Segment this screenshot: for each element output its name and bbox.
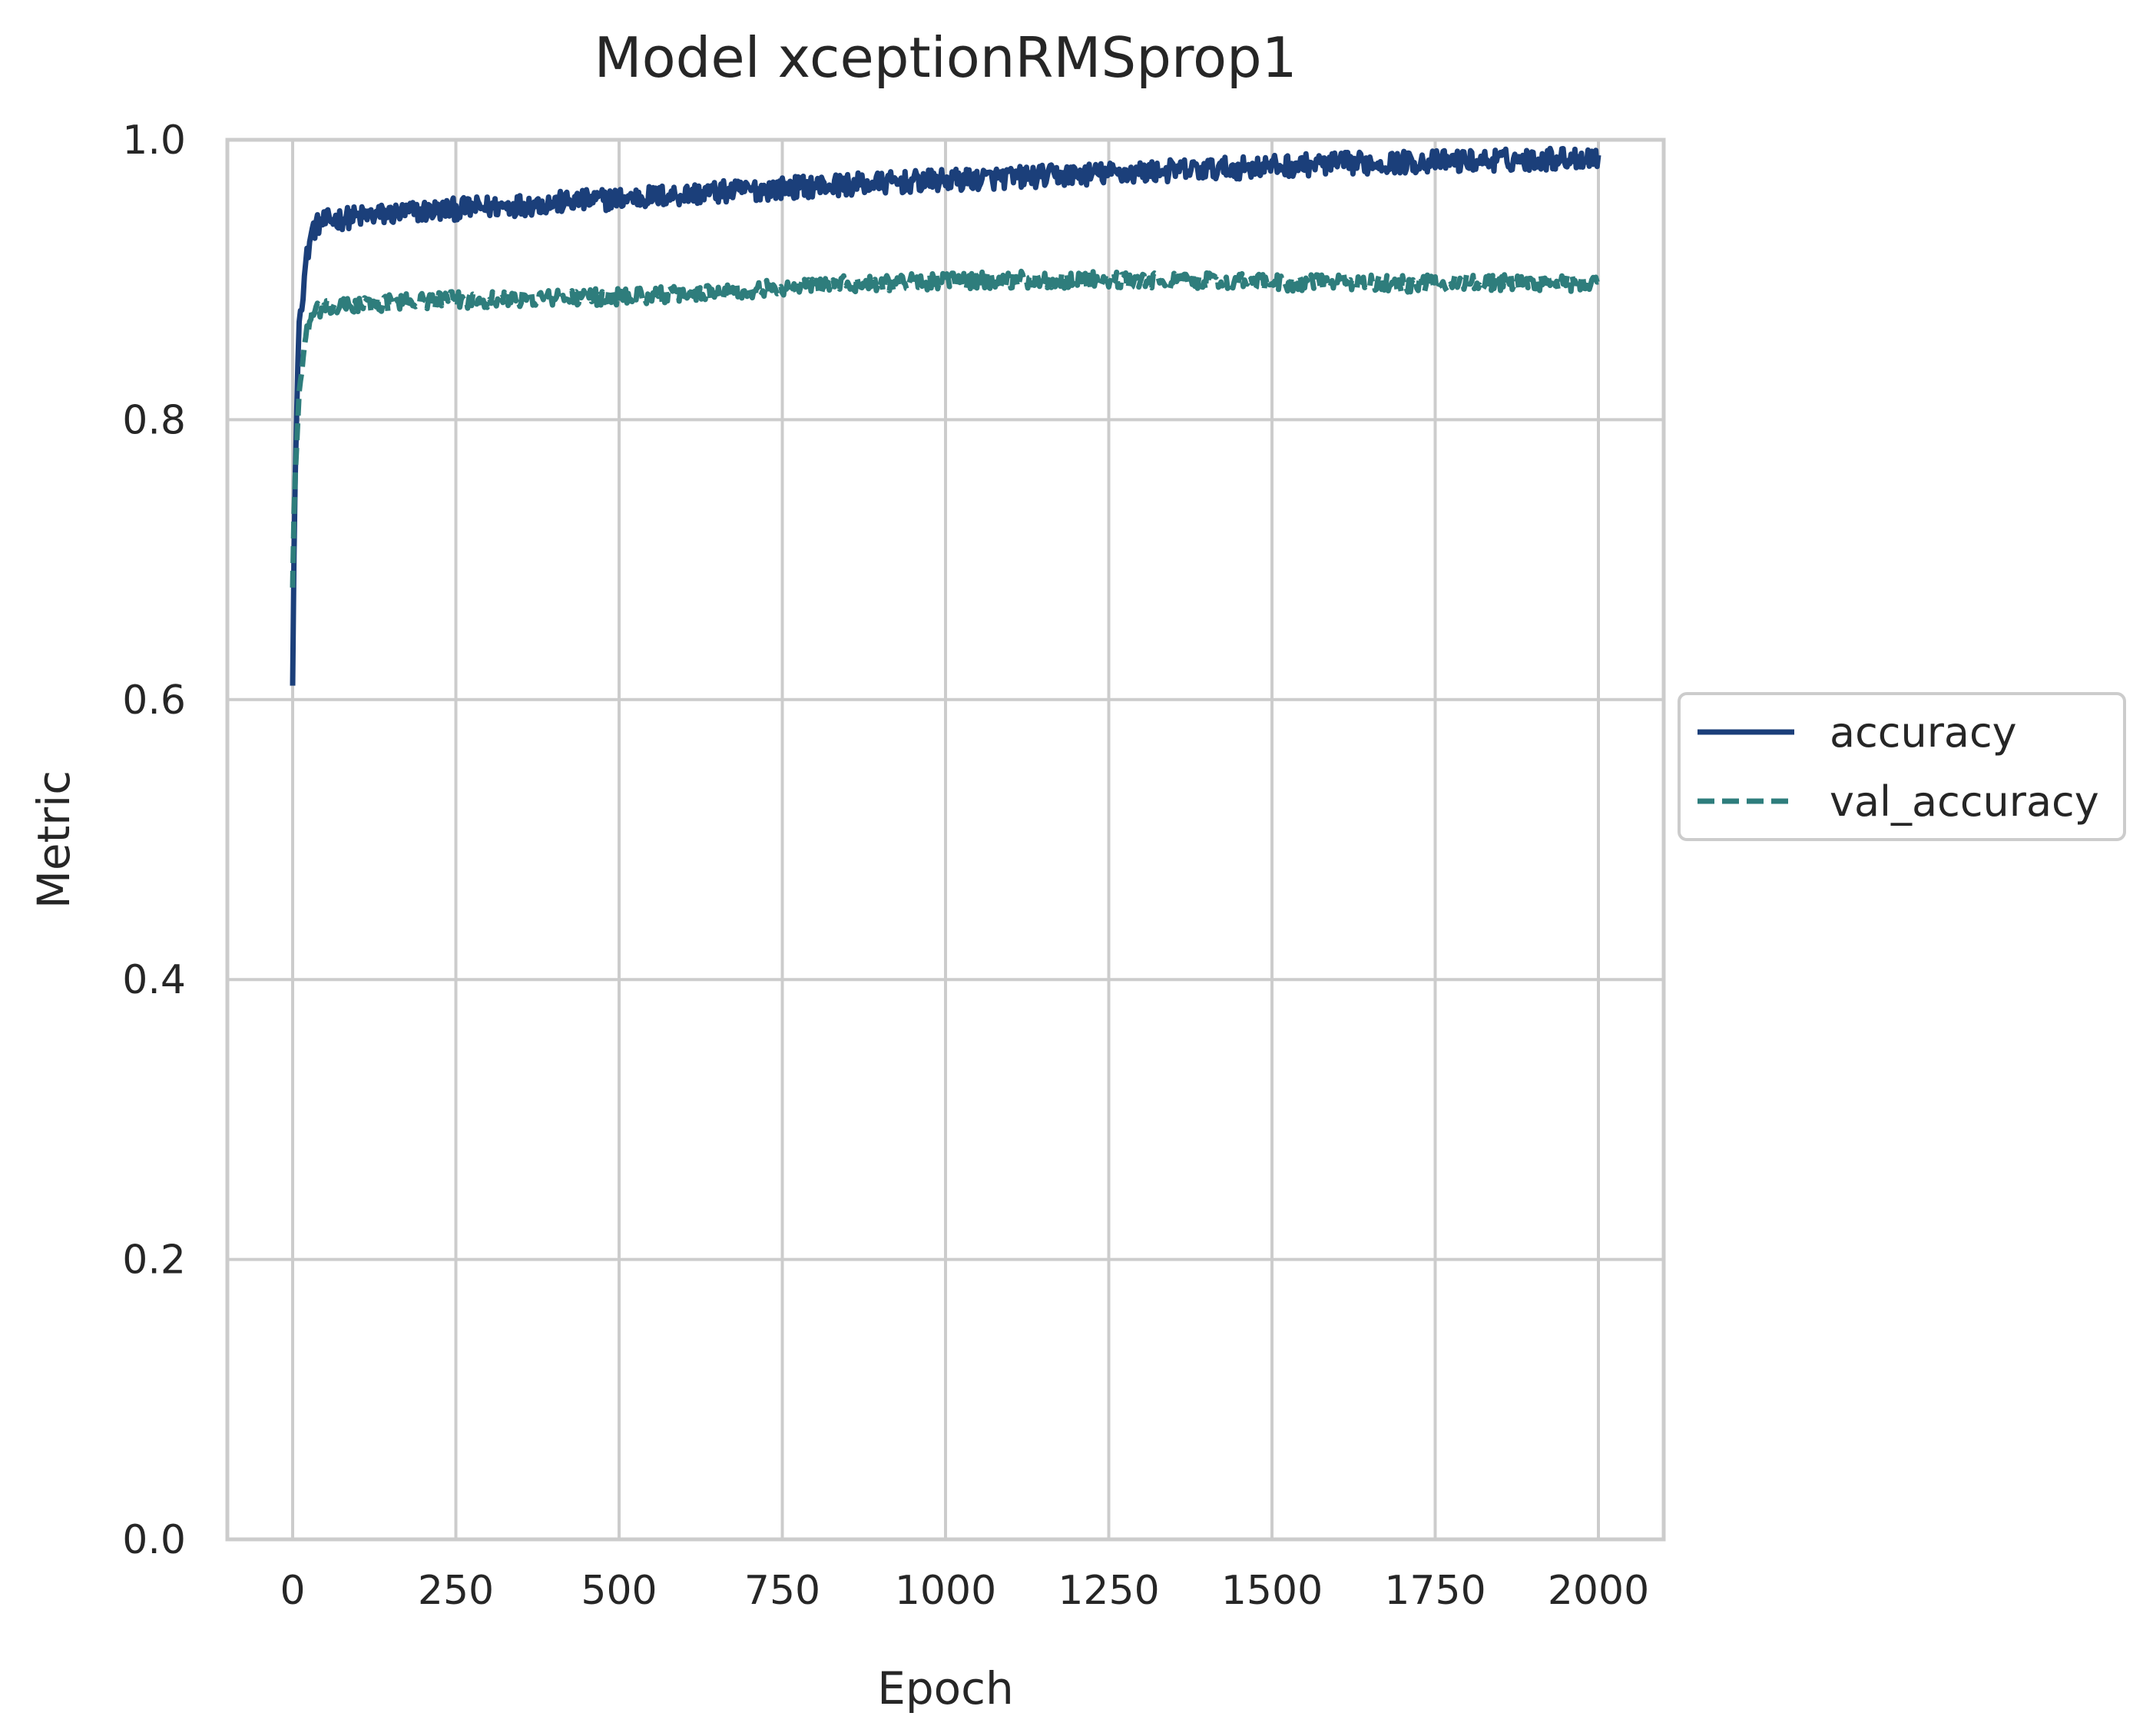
y-tick-labels: 0.0 0.2 0.4 0.6 0.8 1.0 <box>122 118 186 1563</box>
x-tick-labels: 0 250 500 750 1000 1250 1500 1750 2000 <box>280 1568 1649 1614</box>
x-tick-label: 250 <box>418 1568 494 1614</box>
x-tick-label: 2000 <box>1548 1568 1649 1614</box>
y-tick-label: 0.0 <box>122 1517 186 1563</box>
x-tick-label: 1000 <box>895 1568 996 1614</box>
series-line-accuracy <box>290 145 1601 686</box>
x-axis-label: Epoch <box>877 1662 1014 1714</box>
x-tick-label: 750 <box>744 1568 820 1614</box>
legend-label-val-accuracy: val_accuracy <box>1830 777 2099 826</box>
y-tick-label: 0.8 <box>122 397 186 443</box>
plot-frame <box>225 137 1666 1542</box>
y-axis-label: Metric <box>28 770 80 909</box>
x-tick-label: 1750 <box>1384 1568 1486 1614</box>
legend-label-accuracy: accuracy <box>1830 708 2017 757</box>
y-tick-label: 0.6 <box>122 678 186 724</box>
x-tick-label: 500 <box>581 1568 657 1614</box>
grid <box>227 138 1664 1541</box>
chart-title: Model xceptionRMSprop1 <box>594 25 1297 90</box>
x-tick-label: 0 <box>280 1568 305 1614</box>
x-tick-label: 1500 <box>1221 1568 1323 1614</box>
legend: accuracy val_accuracy <box>1678 692 2126 841</box>
y-tick-label: 1.0 <box>122 118 186 164</box>
x-tick-label: 1250 <box>1058 1568 1159 1614</box>
y-tick-label: 0.2 <box>122 1237 186 1284</box>
y-tick-label: 0.4 <box>122 957 186 1003</box>
series-line-val-accuracy <box>290 268 1600 588</box>
series-layer <box>290 145 1601 686</box>
